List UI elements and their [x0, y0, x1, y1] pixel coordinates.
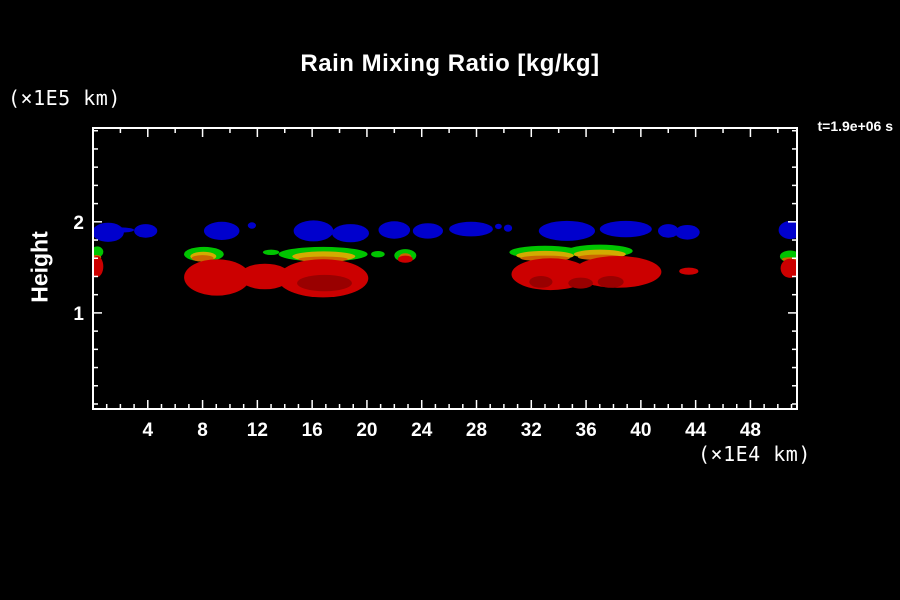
x-tick-label: 20: [356, 420, 377, 441]
contour-region-blue: [778, 220, 797, 240]
contour-region-red: [397, 255, 413, 263]
chart-title: Rain Mixing Ratio [kg/kg]: [300, 50, 600, 77]
x-tick-label: 40: [630, 420, 651, 441]
contour-region-green: [371, 251, 385, 258]
x-tick-label: 48: [740, 420, 761, 441]
x-tick-label: 32: [521, 420, 542, 441]
x-tick-label: 44: [685, 420, 707, 441]
contour-region-red: [679, 267, 699, 275]
contour-region-blue: [93, 222, 124, 242]
contour-region-blue: [658, 224, 679, 238]
x-tick-label: 24: [411, 420, 433, 441]
contour-region-red: [184, 259, 250, 296]
contour-region-darkred: [568, 277, 593, 289]
contour-region-green: [93, 246, 104, 258]
contour-regions: [93, 220, 797, 298]
contour-region-blue: [675, 225, 700, 240]
contour-region-red: [573, 256, 662, 288]
time-annotation: t=1.9e+06 s: [817, 118, 893, 134]
contour-region-red: [93, 256, 104, 277]
contour-region-blue: [599, 220, 652, 238]
x-tick-label: 8: [197, 420, 208, 441]
x-tick-label: 12: [247, 420, 268, 441]
contour-region-blue: [134, 224, 158, 238]
contour-region-darkred: [529, 276, 553, 288]
x-tick-label: 16: [302, 420, 323, 441]
y-axis-unit-label: (×1E5 km): [8, 86, 121, 110]
y-tick-label: 1: [73, 304, 84, 325]
x-tick-label: 28: [466, 420, 487, 441]
contour-region-blue: [203, 221, 240, 240]
contour-region-blue: [247, 222, 256, 229]
contour-region-blue: [449, 221, 493, 237]
x-tick-label: 36: [576, 420, 597, 441]
contour-region-blue: [412, 223, 443, 239]
x-axis-unit-label: (×1E4 km): [698, 442, 811, 466]
contour-region-blue: [332, 224, 369, 243]
contour-region-darkred: [297, 274, 352, 292]
contour-region-blue: [538, 220, 596, 241]
y-tick-label: 2: [73, 213, 84, 234]
contour-region-blue: [503, 224, 513, 232]
contour-region-blue: [378, 221, 411, 239]
contour-region-red: [780, 258, 797, 278]
contour-region-green: [262, 249, 280, 255]
contour-region-blue: [106, 227, 135, 233]
contour-region-blue: [293, 220, 334, 242]
contour-region-darkred: [597, 276, 624, 288]
plot-frame: [92, 127, 798, 410]
contour-region-blue: [495, 223, 502, 230]
contour-region-red: [238, 263, 291, 290]
x-tick-label: 4: [142, 420, 153, 441]
